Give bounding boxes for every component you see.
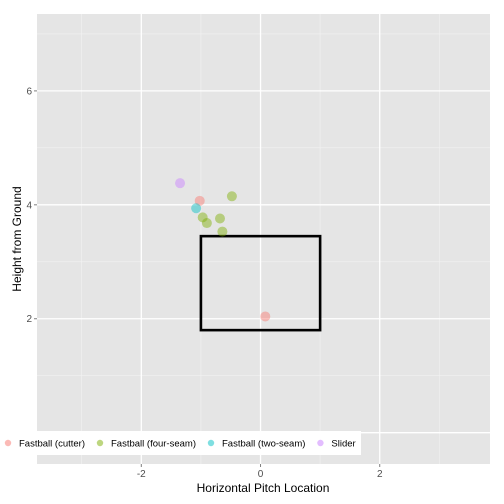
pitch-point (217, 226, 228, 237)
pitch-point (201, 218, 212, 229)
y-tick-label: 6 (26, 86, 32, 97)
pitch-point (194, 195, 205, 206)
x-tick-label: 2 (377, 469, 383, 480)
pitch-point (191, 203, 202, 214)
x-tick-label: -2 (137, 469, 146, 480)
y-axis-ticks: 2 4 6 (26, 86, 37, 325)
legend-label: Fastball (two-seam) (222, 439, 305, 450)
strike-zone (199, 234, 322, 332)
legend-label: Fastball (cutter) (19, 439, 85, 450)
legend-key (207, 439, 215, 447)
legend-key (4, 439, 12, 447)
x-axis-label: Horizontal Pitch Location (197, 481, 330, 495)
y-tick-label: 2 (26, 314, 32, 325)
plot-panel (37, 14, 490, 464)
pitch-point (175, 178, 186, 189)
pitch-point (226, 191, 237, 202)
legend: Fastball (cutter) Fastball (four-seam) Fas… (0, 431, 361, 455)
legend-label: Fastball (four-seam) (111, 439, 196, 450)
pitch-points (175, 178, 271, 322)
legend-box (0, 431, 361, 455)
legend-label: Slider (331, 439, 355, 450)
x-tick-label: 0 (258, 469, 264, 480)
pitch-point (214, 213, 225, 224)
y-tick-label: 4 (26, 200, 32, 211)
pitch-point (260, 311, 271, 322)
legend-key (96, 439, 104, 447)
x-axis-ticks: -2 0 2 (137, 464, 383, 480)
y-axis-label: Height from Ground (10, 186, 24, 291)
legend-key (317, 439, 324, 447)
pitch-point (197, 212, 208, 223)
